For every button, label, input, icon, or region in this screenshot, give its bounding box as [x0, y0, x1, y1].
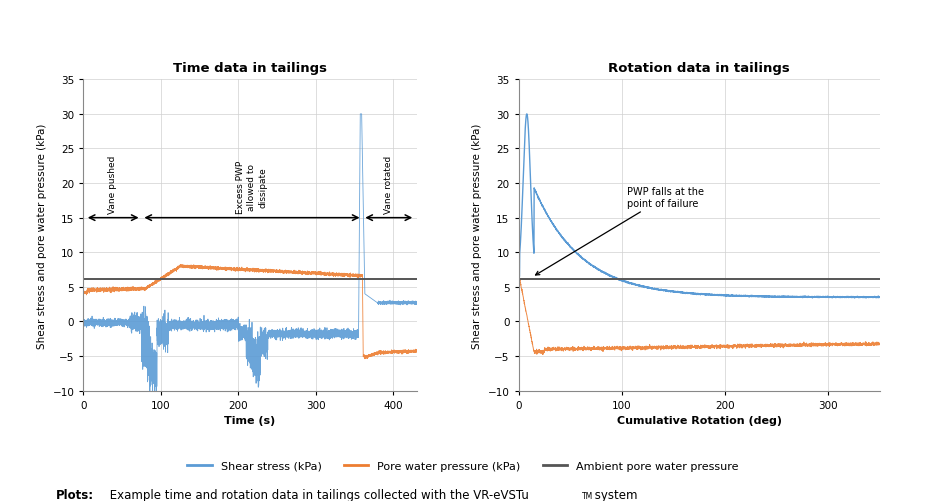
Y-axis label: Shear stress and pore water pressure (kPa): Shear stress and pore water pressure (kP…	[37, 123, 47, 348]
Text: Excess PWP
allowed to
dissipate: Excess PWP allowed to dissipate	[236, 161, 268, 214]
Text: Example time and rotation data in tailings collected with the VR-eVSTu: Example time and rotation data in tailin…	[106, 488, 530, 501]
Title: Time data in tailings: Time data in tailings	[173, 62, 327, 75]
Text: TM: TM	[582, 491, 594, 500]
X-axis label: Cumulative Rotation (deg): Cumulative Rotation (deg)	[617, 415, 782, 425]
Text: PWP falls at the
point of failure: PWP falls at the point of failure	[535, 187, 704, 276]
Y-axis label: Shear stress and pore water pressure (kPa): Shear stress and pore water pressure (kP…	[472, 123, 482, 348]
Text: Plots:: Plots:	[56, 488, 94, 501]
Text: Vane pushed: Vane pushed	[107, 156, 117, 214]
Legend: Shear stress (kPa), Pore water pressure (kPa), Ambient pore water pressure: Shear stress (kPa), Pore water pressure …	[183, 456, 743, 475]
Text: system: system	[591, 488, 637, 501]
Text: Vane rotated: Vane rotated	[384, 156, 394, 214]
Title: Rotation data in tailings: Rotation data in tailings	[608, 62, 790, 75]
X-axis label: Time (s): Time (s)	[224, 415, 276, 425]
